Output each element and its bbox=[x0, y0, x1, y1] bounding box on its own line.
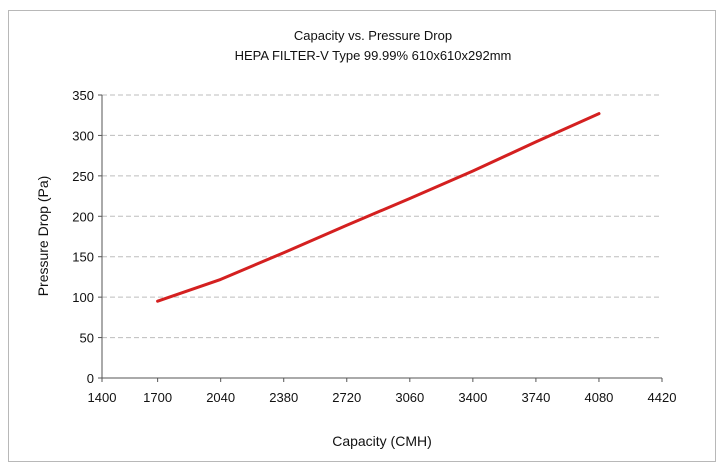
y-axis-label: Pressure Drop (Pa) bbox=[35, 176, 51, 297]
data-point-1700 bbox=[156, 299, 159, 303]
tick-labels: 0 50 100 150 200 250 300 350 1400 1700 2040 2380 272… bbox=[72, 88, 676, 405]
chart-title: Capacity vs. Pressure Drop bbox=[294, 28, 452, 43]
grid-lines bbox=[102, 94, 662, 339]
data-point-2720 bbox=[345, 223, 348, 227]
x-tick-label-3060: 3060 bbox=[395, 390, 424, 405]
x-tick-label-3740: 3740 bbox=[521, 390, 550, 405]
x-tick-label-4080: 4080 bbox=[584, 390, 613, 405]
y-tick-label-150: 150 bbox=[72, 250, 94, 265]
series-line-0 bbox=[156, 112, 601, 303]
x-tick-label-2380: 2380 bbox=[269, 390, 298, 405]
y-tick-label-350: 350 bbox=[72, 88, 94, 103]
y-tick-label-300: 300 bbox=[72, 128, 94, 143]
y-tick-label-250: 250 bbox=[72, 169, 94, 184]
chart-subtitle: HEPA FILTER-V Type 99.99% 610x610x292mm bbox=[235, 48, 512, 63]
y-tick-label-200: 200 bbox=[72, 209, 94, 224]
x-axis-label: Capacity (CMH) bbox=[332, 433, 432, 449]
data-point-3740 bbox=[534, 140, 538, 144]
x-tick-label-1700: 1700 bbox=[143, 390, 172, 405]
y-tick-label-0: 0 bbox=[87, 371, 94, 386]
data-point-4080 bbox=[597, 112, 601, 115]
axes bbox=[98, 94, 663, 382]
data-point-2040 bbox=[219, 278, 222, 281]
series-layer bbox=[156, 112, 601, 303]
chart-frame bbox=[8, 10, 716, 462]
x-tick-label-4420: 4420 bbox=[648, 390, 677, 405]
x-tick-label-2720: 2720 bbox=[332, 390, 361, 405]
data-point-2380 bbox=[282, 251, 285, 254]
y-tick-label-100: 100 bbox=[72, 290, 94, 305]
x-tick-label-1400: 1400 bbox=[88, 390, 117, 405]
data-point-3400 bbox=[471, 169, 475, 173]
data-point-3060 bbox=[408, 197, 412, 200]
x-tick-label-3400: 3400 bbox=[458, 390, 487, 405]
y-tick-label-50: 50 bbox=[80, 331, 94, 346]
x-tick-label-2040: 2040 bbox=[206, 390, 235, 405]
